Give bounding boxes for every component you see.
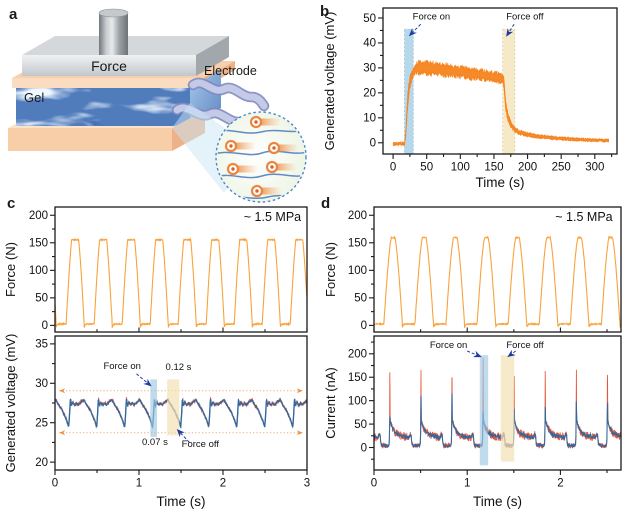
y-tick-label: 30 bbox=[363, 63, 376, 75]
annotation-text: Force off bbox=[506, 340, 544, 351]
x-tick-label: 300 bbox=[585, 162, 604, 174]
axes-c_voltage: 20 25 30 35 0 1 2 3 Time (s) Generated voltage (m… bbox=[3, 334, 310, 509]
y-tick-label: 100 bbox=[348, 395, 367, 407]
y-tick-label: 100 bbox=[29, 265, 48, 277]
y-tick-label: 50 bbox=[354, 293, 367, 305]
annotation-arrow bbox=[408, 23, 422, 37]
y-tick-label: 100 bbox=[348, 265, 367, 277]
x-tick-label: 0 bbox=[390, 162, 396, 174]
axes-d_force: 0 50 100 150 200 Force (N) bbox=[323, 206, 622, 333]
y-tick-label: 30 bbox=[35, 378, 48, 390]
y-tick-label: 0 bbox=[361, 442, 367, 454]
y-tick-label: 150 bbox=[29, 238, 48, 250]
annotation-text: 0.07 s bbox=[142, 437, 168, 448]
y-tick-label: 0 bbox=[361, 320, 367, 332]
y-tick-label: 40 bbox=[363, 38, 376, 50]
y-tick-label: 20 bbox=[35, 457, 48, 469]
y-tick-label: 200 bbox=[348, 349, 367, 361]
x-tick-label: 3 bbox=[304, 478, 310, 490]
chart-c_force: 0 50 100 150 200 Force (N) ~ 1.5 MPa bbox=[3, 206, 308, 333]
x-tick-label: 1 bbox=[464, 478, 470, 490]
press-cylinder bbox=[98, 8, 129, 55]
annotation-text: Force on bbox=[413, 12, 451, 23]
x-tick-label: 0 bbox=[371, 478, 377, 490]
y-axis-title: Generated voltage (mV) bbox=[322, 12, 337, 151]
y-axis-title: Current (nA) bbox=[323, 367, 338, 439]
x-tick-label: 100 bbox=[451, 162, 470, 174]
force-label: Force bbox=[91, 58, 127, 74]
y-tick-label: 200 bbox=[29, 210, 48, 222]
y-tick-label: 200 bbox=[348, 210, 367, 222]
series-generated-voltage-trace bbox=[392, 59, 609, 147]
annotation-arrow bbox=[136, 373, 152, 387]
y-tick-label: 20 bbox=[363, 88, 376, 100]
chart-d_current: 0 50 100 150 200 0 1 2 Time (s) Current (nA) Force… bbox=[323, 335, 622, 509]
x-axis-title: Time (s) bbox=[157, 494, 206, 509]
x-tick-label: 0 bbox=[52, 478, 58, 490]
y-tick-label: 35 bbox=[35, 339, 48, 351]
series-force-pulses bbox=[54, 237, 308, 329]
axes-b: 0 10 20 30 40 50 0 50 100 150 200 250 300 Time (s) Gen… bbox=[322, 7, 618, 190]
highlight-band bbox=[502, 28, 516, 155]
annotation-arrow bbox=[507, 349, 516, 358]
highlight-band bbox=[479, 355, 489, 466]
y-tick-label: 0 bbox=[370, 138, 376, 150]
highlight-band bbox=[150, 379, 158, 437]
highlight-band bbox=[500, 355, 515, 462]
x-tick-label: 1 bbox=[136, 478, 142, 490]
annotation-arrow bbox=[506, 23, 515, 37]
y-axis-title: Force (N) bbox=[323, 242, 338, 297]
device-schematic: Force Gel bbox=[8, 8, 307, 203]
panel-label-b: b bbox=[320, 3, 330, 20]
annotation-arrow bbox=[467, 350, 482, 358]
highlight-band bbox=[167, 379, 180, 436]
annotation-text: Force off bbox=[182, 439, 220, 450]
annotation-text: 0.12 s bbox=[166, 362, 192, 373]
annotation-text: ~ 1.5 MPa bbox=[555, 210, 612, 224]
x-axis-title: Time (s) bbox=[476, 175, 525, 190]
axes-d_current: 0 50 100 150 200 0 1 2 Time (s) Current (nA) bbox=[323, 335, 622, 509]
y-tick-label: 10 bbox=[363, 113, 376, 125]
gel-label: Gel bbox=[24, 90, 44, 105]
y-tick-label: 50 bbox=[354, 419, 367, 431]
y-axis-title: Force (N) bbox=[3, 242, 18, 297]
annotation-text: Force off bbox=[506, 12, 544, 23]
series-current-smooth bbox=[373, 393, 622, 449]
x-tick-label: 200 bbox=[518, 162, 537, 174]
y-axis-title: Generated voltage (mV) bbox=[3, 334, 18, 473]
x-tick-label: 250 bbox=[552, 162, 571, 174]
chart-c_voltage: 20 25 30 35 0 1 2 3 Time (s) Generated voltage (m… bbox=[3, 334, 310, 509]
ion-inset-circle bbox=[215, 111, 307, 203]
annotation-text: Force on bbox=[430, 340, 468, 351]
annotation-text: ~ 1.5 MPa bbox=[244, 210, 301, 224]
annotation-arrow bbox=[176, 429, 190, 443]
series-force-pulses bbox=[373, 235, 622, 328]
ion-particles bbox=[224, 115, 299, 198]
y-tick-label: 50 bbox=[363, 13, 376, 25]
panel-label-d: d bbox=[321, 195, 331, 212]
y-tick-label: 25 bbox=[35, 418, 48, 430]
chart-force-and-voltage-cycles: 0 50 100 150 200 Force (N) ~ 1.5 MPa 20 25 30 35 0 1… bbox=[3, 206, 310, 509]
x-tick-label: 2 bbox=[557, 478, 563, 490]
chart-force-and-current-cycles: 0 50 100 150 200 Force (N) ~ 1.5 MPa 0 50 100 150 2… bbox=[323, 206, 622, 509]
axes-c_force: 0 50 100 150 200 Force (N) bbox=[3, 206, 308, 333]
y-tick-label: 50 bbox=[35, 293, 48, 305]
chart-b: 0 10 20 30 40 50 0 50 100 150 200 250 300 Time (s) Gen… bbox=[322, 7, 618, 190]
panel-label-a: a bbox=[9, 6, 18, 23]
y-tick-label: 150 bbox=[348, 372, 367, 384]
x-tick-label: 150 bbox=[484, 162, 503, 174]
y-tick-label: 0 bbox=[42, 320, 48, 332]
x-tick-label: 2 bbox=[220, 478, 226, 490]
chart-d_force: 0 50 100 150 200 Force (N) ~ 1.5 MPa bbox=[323, 206, 622, 333]
y-tick-label: 150 bbox=[348, 238, 367, 250]
annotation-text: Force on bbox=[103, 361, 141, 372]
x-tick-label: 50 bbox=[420, 162, 433, 174]
panel-label-c: c bbox=[7, 195, 16, 212]
x-axis-title: Time (s) bbox=[473, 494, 522, 509]
electrode-label: Electrode bbox=[204, 64, 257, 78]
series-voltage-smooth bbox=[54, 397, 308, 430]
chart-generated-voltage-vs-time: 0 10 20 30 40 50 0 50 100 150 200 250 300 Time (s) Gen… bbox=[322, 7, 618, 190]
